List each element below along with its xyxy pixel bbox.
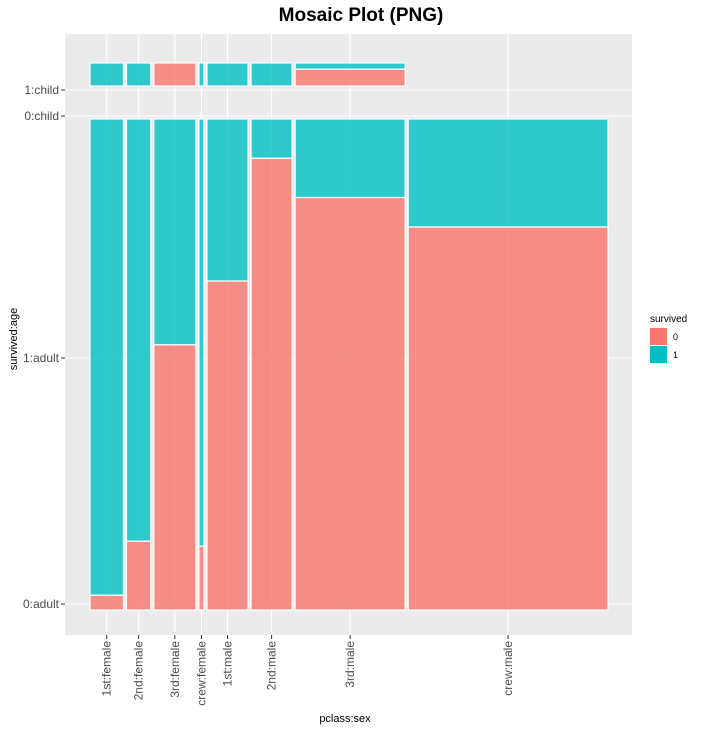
- mosaic-tiles: [89, 62, 609, 611]
- tile-survived-0-adult: [153, 344, 197, 611]
- x-tick-label: 3rd:female: [168, 641, 182, 698]
- y-tick-label: 0:child: [24, 109, 59, 123]
- tile-survived-1-adult: [125, 118, 152, 542]
- legend: survived 0 1: [650, 314, 687, 363]
- tile-survived-1-adult: [89, 118, 125, 596]
- tile-survived-1-child: [294, 62, 406, 70]
- tile-survived-1-child: [198, 62, 205, 87]
- tile-survived-1-adult: [153, 118, 197, 346]
- y-tick-label: 1:child: [24, 83, 59, 97]
- tile-survived-0-adult: [198, 545, 205, 611]
- legend-key-0: [650, 328, 667, 345]
- x-tick-label: crew:male: [501, 641, 515, 696]
- tile-survived-0-adult: [407, 226, 609, 611]
- x-tick-label: 1st:female: [100, 641, 114, 697]
- x-tick-label: crew:female: [194, 641, 208, 706]
- legend-label-0: 0: [673, 332, 678, 342]
- legend-label-1: 1: [673, 350, 678, 360]
- y-axis-title: survived:age: [8, 308, 20, 370]
- y-tick-label: 0:adult: [23, 597, 60, 611]
- tile-survived-0-adult: [125, 540, 152, 611]
- tile-survived-1-adult: [206, 118, 249, 282]
- legend-title: survived: [650, 314, 687, 325]
- tile-survived-0-child: [153, 62, 197, 87]
- chart-title: Mosaic Plot (PNG): [279, 5, 444, 26]
- tile-survived-1-adult: [407, 118, 609, 228]
- tile-survived-0-adult: [294, 196, 406, 611]
- x-tick-label: 2nd:male: [265, 641, 279, 691]
- tile-survived-1-child: [89, 62, 125, 87]
- tile-survived-0-adult: [206, 280, 249, 611]
- x-tick-label: 3rd:male: [343, 641, 357, 688]
- axes: 0:adult 1:adult 0:child 1:child 1st:female 2n…: [23, 83, 515, 706]
- tile-survived-1-child: [250, 62, 293, 87]
- tile-survived-0-child: [294, 68, 406, 87]
- y-tick-label: 1:adult: [23, 351, 60, 365]
- x-axis-title: pclass:sex: [319, 713, 371, 725]
- tile-survived-1-adult: [198, 118, 205, 547]
- tile-survived-1-adult: [250, 118, 293, 159]
- x-tick-label: 2nd:female: [132, 641, 146, 701]
- tile-survived-1-adult: [294, 118, 406, 199]
- tile-survived-0-adult: [89, 594, 125, 611]
- x-tick-label: 1st:male: [221, 641, 235, 687]
- legend-key-1: [650, 346, 667, 363]
- tile-survived-1-child: [206, 62, 249, 87]
- tile-survived-0-adult: [250, 157, 293, 611]
- tile-survived-1-child: [125, 62, 152, 87]
